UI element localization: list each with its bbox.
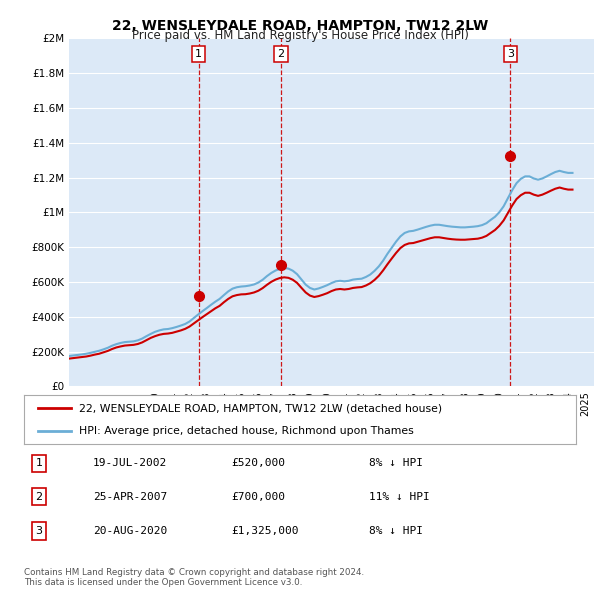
Text: 25-APR-2007: 25-APR-2007 bbox=[93, 492, 167, 502]
Text: 22, WENSLEYDALE ROAD, HAMPTON, TW12 2LW (detached house): 22, WENSLEYDALE ROAD, HAMPTON, TW12 2LW … bbox=[79, 404, 442, 414]
Text: HPI: Average price, detached house, Richmond upon Thames: HPI: Average price, detached house, Rich… bbox=[79, 425, 414, 435]
Text: £1,325,000: £1,325,000 bbox=[231, 526, 299, 536]
Text: 8% ↓ HPI: 8% ↓ HPI bbox=[369, 458, 423, 468]
Text: 11% ↓ HPI: 11% ↓ HPI bbox=[369, 492, 430, 502]
Text: 19-JUL-2002: 19-JUL-2002 bbox=[93, 458, 167, 468]
Text: £700,000: £700,000 bbox=[231, 492, 285, 502]
Text: Price paid vs. HM Land Registry's House Price Index (HPI): Price paid vs. HM Land Registry's House … bbox=[131, 30, 469, 42]
Text: 3: 3 bbox=[507, 49, 514, 59]
Text: 1: 1 bbox=[195, 49, 202, 59]
Text: 22, WENSLEYDALE ROAD, HAMPTON, TW12 2LW: 22, WENSLEYDALE ROAD, HAMPTON, TW12 2LW bbox=[112, 19, 488, 33]
Text: 8% ↓ HPI: 8% ↓ HPI bbox=[369, 526, 423, 536]
Text: 20-AUG-2020: 20-AUG-2020 bbox=[93, 526, 167, 536]
Text: 1: 1 bbox=[35, 458, 43, 468]
Text: 3: 3 bbox=[35, 526, 43, 536]
Text: Contains HM Land Registry data © Crown copyright and database right 2024.
This d: Contains HM Land Registry data © Crown c… bbox=[24, 568, 364, 587]
Text: 2: 2 bbox=[35, 492, 43, 502]
Text: 2: 2 bbox=[278, 49, 284, 59]
Text: £520,000: £520,000 bbox=[231, 458, 285, 468]
